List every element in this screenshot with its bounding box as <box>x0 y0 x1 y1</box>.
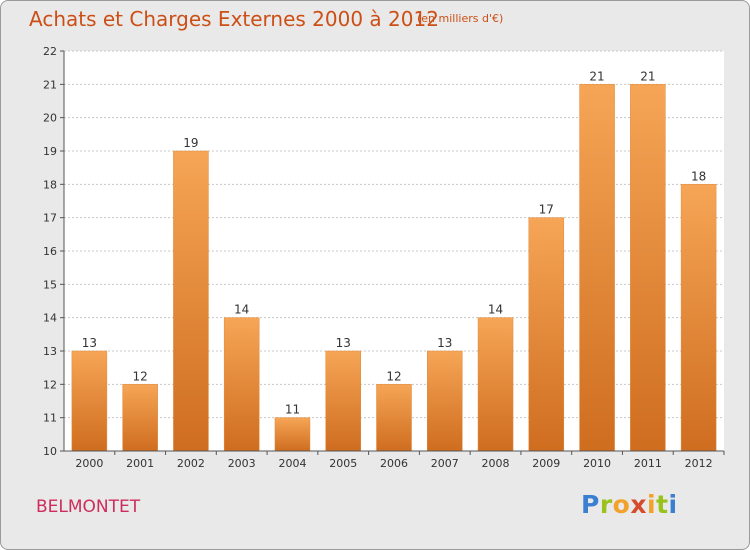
y-tick-label: 11 <box>43 412 57 425</box>
x-tick-label: 2002 <box>177 457 205 470</box>
y-tick-label: 20 <box>43 112 57 125</box>
y-tick-label: 17 <box>43 212 57 225</box>
y-tick-label: 21 <box>43 78 57 91</box>
bar <box>528 217 565 452</box>
bars: 13 12 19 14 11 13 12 13 14 17 21 21 18 <box>71 69 717 452</box>
bar-value-label: 11 <box>285 403 300 417</box>
x-tick-label: 2009 <box>532 457 560 470</box>
x-tick-label: 2003 <box>228 457 256 470</box>
logo-letter: r <box>599 490 613 519</box>
bar-value-label: 17 <box>539 203 554 217</box>
chart-unit: (en milliers d'€) <box>417 12 504 25</box>
bar <box>173 150 209 452</box>
bar-value-label: 21 <box>589 69 604 83</box>
y-tick-label: 18 <box>43 178 57 191</box>
logo-letter: x <box>630 490 647 519</box>
x-tick-label: 2010 <box>583 457 611 470</box>
bar <box>122 384 158 452</box>
logo-letter: i <box>668 490 678 519</box>
x-tick-label: 2012 <box>685 457 713 470</box>
bar <box>477 317 514 452</box>
x-tick-label: 2001 <box>126 457 154 470</box>
bar-value-label: 21 <box>640 69 655 83</box>
logo-letter: P <box>581 490 600 519</box>
y-tick-label: 13 <box>43 345 57 358</box>
bar <box>427 350 463 452</box>
x-tick-label: 2005 <box>329 457 357 470</box>
x-tick-label: 2000 <box>75 457 103 470</box>
y-tick-label: 12 <box>43 378 57 391</box>
proxiti-logo: Proxiti <box>581 490 678 519</box>
logo-letter: o <box>612 490 631 519</box>
bar <box>71 350 108 452</box>
x-tick-label: 2006 <box>380 457 408 470</box>
bar-value-label: 13 <box>437 336 452 350</box>
x-tick-label: 2007 <box>431 457 459 470</box>
chart-title: Achats et Charges Externes 2000 à 2012 <box>29 7 439 31</box>
bar-value-label: 13 <box>82 336 97 350</box>
bar <box>680 184 717 452</box>
bar-value-label: 12 <box>133 369 148 383</box>
bar-value-label: 12 <box>386 369 401 383</box>
y-tick-label: 22 <box>43 45 57 58</box>
bar <box>274 417 311 452</box>
bar-value-label: 19 <box>183 136 198 150</box>
bar-value-label: 14 <box>234 303 249 317</box>
x-tick-label: 2008 <box>482 457 510 470</box>
x-tick-label: 2011 <box>634 457 662 470</box>
bar <box>325 350 361 452</box>
bar <box>223 317 260 452</box>
commune-name: BELMONTET <box>36 497 141 517</box>
y-tick-label: 16 <box>43 245 57 258</box>
bar <box>630 84 666 452</box>
y-tick-label: 10 <box>43 445 57 458</box>
logo-letter: t <box>656 490 669 519</box>
bar-value-label: 13 <box>336 336 351 350</box>
axes: 10 11 12 13 14 15 16 17 18 19 20 21 22 2000 2001 2002 20… <box>43 45 725 470</box>
bar-value-label: 18 <box>691 169 706 183</box>
y-tick-label: 19 <box>43 145 57 158</box>
x-tick-label: 2004 <box>278 457 306 470</box>
bar-value-label: 14 <box>488 303 503 317</box>
y-tick-label: 14 <box>43 312 57 325</box>
bar <box>376 384 412 452</box>
y-tick-label: 15 <box>43 278 57 291</box>
bar <box>579 84 615 452</box>
logo-letter: i <box>647 490 657 519</box>
